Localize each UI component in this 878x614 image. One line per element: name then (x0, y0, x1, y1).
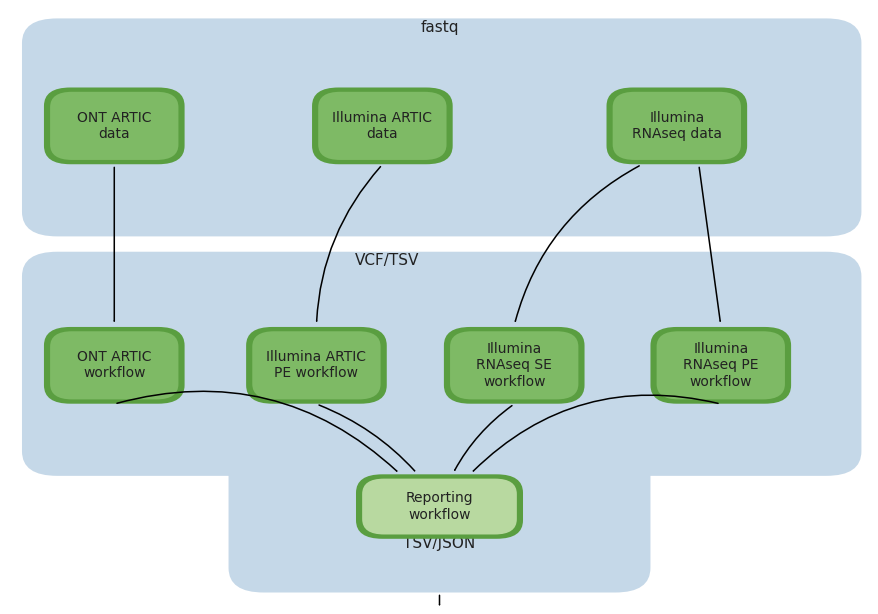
FancyBboxPatch shape (44, 327, 184, 404)
Text: TSV/JSON: TSV/JSON (403, 536, 475, 551)
Text: Illumina
RNAseq data: Illumina RNAseq data (631, 111, 721, 141)
Text: Illumina ARTIC
PE workflow: Illumina ARTIC PE workflow (266, 350, 366, 381)
Text: Reporting
workflow: Reporting workflow (406, 491, 472, 522)
Text: fastq: fastq (420, 20, 458, 35)
Text: ONT ARTIC
workflow: ONT ARTIC workflow (77, 350, 151, 381)
FancyBboxPatch shape (650, 327, 790, 404)
FancyBboxPatch shape (50, 332, 178, 399)
Text: ONT ARTIC
data: ONT ARTIC data (77, 111, 151, 141)
FancyBboxPatch shape (50, 91, 178, 160)
FancyBboxPatch shape (312, 87, 452, 164)
FancyArrowPatch shape (515, 166, 638, 321)
FancyArrowPatch shape (319, 405, 414, 471)
FancyBboxPatch shape (362, 479, 516, 534)
FancyBboxPatch shape (22, 18, 860, 236)
FancyBboxPatch shape (318, 91, 446, 160)
FancyBboxPatch shape (252, 332, 380, 399)
FancyBboxPatch shape (356, 474, 522, 539)
Text: Illumina
RNAseq SE
workflow: Illumina RNAseq SE workflow (476, 342, 551, 389)
FancyBboxPatch shape (246, 327, 386, 404)
FancyBboxPatch shape (656, 332, 784, 399)
FancyBboxPatch shape (443, 327, 584, 404)
FancyBboxPatch shape (612, 91, 740, 160)
FancyArrowPatch shape (698, 167, 719, 321)
FancyBboxPatch shape (228, 433, 650, 593)
FancyBboxPatch shape (606, 87, 746, 164)
FancyArrowPatch shape (117, 391, 396, 471)
FancyBboxPatch shape (44, 87, 184, 164)
Text: Illumina ARTIC
data: Illumina ARTIC data (332, 111, 432, 141)
Text: VCF/TSV: VCF/TSV (354, 254, 419, 268)
FancyArrowPatch shape (473, 395, 717, 471)
FancyArrowPatch shape (316, 166, 380, 321)
FancyArrowPatch shape (454, 406, 511, 470)
FancyBboxPatch shape (22, 252, 860, 476)
FancyBboxPatch shape (450, 332, 578, 399)
Text: Illumina
RNAseq PE
workflow: Illumina RNAseq PE workflow (682, 342, 758, 389)
